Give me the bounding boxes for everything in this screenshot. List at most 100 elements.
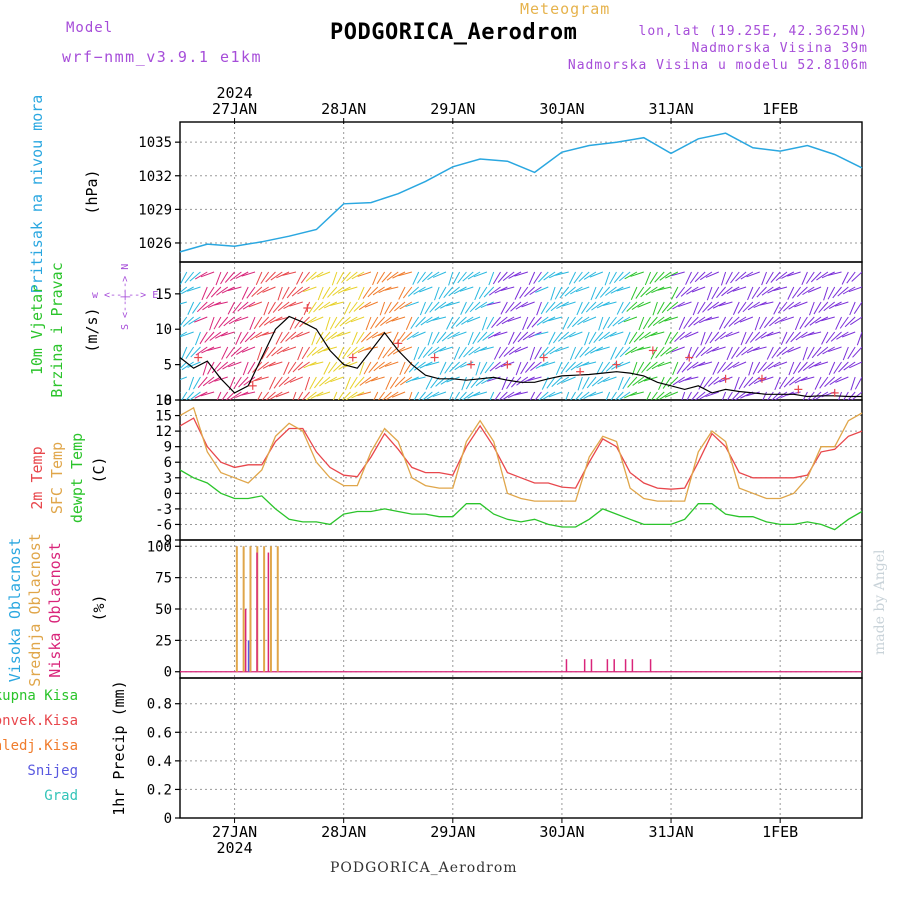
wind-barb: [495, 361, 508, 370]
wind-barb: [700, 331, 706, 346]
wind-barb: [807, 331, 822, 336]
wind-barb: [589, 391, 603, 397]
wind-barb: [480, 346, 494, 351]
wind-barb: [522, 316, 529, 331]
ytick-label-pressure-3: 1035: [138, 135, 172, 151]
wind-barb: [275, 316, 290, 322]
wind-barb: [202, 376, 215, 387]
wind-barb: [680, 286, 692, 297]
wind-barb: [323, 346, 337, 352]
wind-barb: [652, 316, 665, 327]
wind-barb: [609, 271, 617, 285]
year-label-top: 2024: [216, 84, 252, 102]
wind-barb: [694, 391, 706, 400]
wind-barb: [373, 361, 385, 372]
wind-barb: [706, 346, 720, 355]
wind-barb: [328, 361, 338, 374]
wind-barb: [487, 376, 501, 382]
wind-barb: [531, 316, 542, 328]
wind-barb: [583, 391, 597, 400]
wind-barb: [691, 391, 699, 400]
wind-barb: [498, 346, 508, 359]
wind-barb: [754, 316, 761, 331]
wind-barb: [180, 316, 188, 327]
wind-barb: [689, 271, 699, 284]
wind-barb: [391, 331, 399, 345]
wind-barb: [821, 331, 829, 345]
wind-barb: [351, 331, 358, 346]
wind-barb: [350, 316, 365, 323]
wind-barb: [783, 376, 795, 388]
wind-barb: [753, 376, 767, 385]
wind-barb: [314, 376, 324, 389]
wind-barb: [189, 271, 201, 282]
wind-barb: [683, 316, 692, 329]
wind-barb: [373, 391, 379, 400]
wind-barb: [241, 391, 256, 396]
wind-barb: [788, 301, 801, 310]
wind-barb: [228, 361, 242, 368]
wind-barb: [781, 346, 795, 355]
wind-barb: [740, 331, 747, 346]
wind-barb: [562, 316, 570, 330]
wind-barb: [207, 346, 222, 351]
wind-barb: [296, 271, 304, 285]
wind-barb: [545, 301, 556, 313]
wind-barb: [610, 286, 624, 294]
wind-barb: [206, 286, 215, 300]
wind-barb: [248, 301, 263, 308]
wind-barb: [828, 346, 842, 353]
wind-barb: [419, 301, 426, 316]
wind-barb: [316, 271, 331, 278]
wind-barb: [685, 271, 692, 285]
wind-barb: [828, 361, 836, 376]
wind-barb: [538, 391, 549, 400]
wind-barb: [230, 271, 242, 282]
wind-barb: [605, 286, 617, 296]
wind-barb: [510, 301, 522, 312]
wind-barb: [346, 271, 358, 282]
wind-barb: [775, 271, 788, 282]
wind-barb: [505, 301, 515, 314]
wind-barb: [787, 271, 801, 277]
cloud-ylabel-low: Niska Oblacnost: [46, 542, 64, 677]
wind-barb: [405, 301, 419, 308]
wind-barb: [348, 301, 358, 314]
xtick-label-top-5: 1FEB: [762, 100, 798, 118]
wind-barb: [220, 271, 229, 285]
wind-barb: [507, 316, 522, 322]
wind-barb: [358, 301, 372, 310]
wind-barb: [336, 271, 345, 285]
wind-barb: [384, 301, 392, 315]
wind-barb: [700, 346, 713, 357]
wind-barb: [657, 361, 672, 367]
wind-barb: [596, 361, 604, 375]
wind-barb: [399, 301, 413, 310]
wind-barb: [570, 361, 583, 371]
wind-barb: [810, 271, 822, 283]
wind-barb: [551, 376, 563, 387]
wind-barb: [723, 316, 733, 329]
wind-barb: [691, 286, 706, 293]
wind-barb: [556, 376, 570, 386]
wind-barb: [339, 316, 351, 327]
wind-barb: [486, 316, 495, 330]
wind-barb: [222, 361, 235, 370]
wind-barb: [854, 376, 862, 390]
wind-barb: [444, 361, 454, 374]
sfc-temp-line: [179, 406, 863, 502]
wind-barb: [344, 361, 358, 368]
wind-barb: [180, 286, 188, 294]
wind-barb: [241, 271, 256, 277]
wind-barb: [619, 346, 631, 358]
wind-barb: [201, 286, 208, 301]
precip-ylabel: 1hr Precip (mm): [110, 680, 128, 815]
wind-barb: [301, 391, 310, 400]
wind-barb: [818, 301, 829, 313]
wind-barb: [631, 361, 638, 376]
wind-barb: [726, 286, 740, 295]
wind-barb: [489, 361, 501, 372]
wind-barb: [735, 346, 747, 358]
